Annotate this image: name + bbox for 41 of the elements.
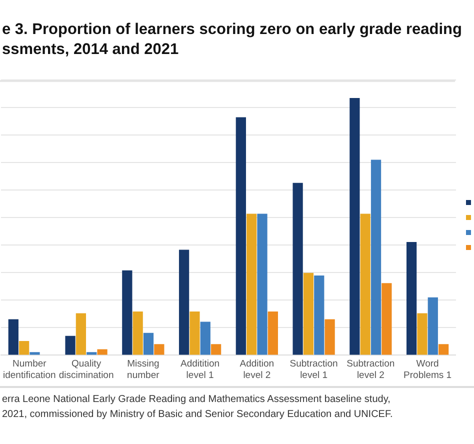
bar	[438, 344, 449, 355]
bar	[303, 272, 314, 355]
bar	[350, 98, 360, 355]
bar	[97, 349, 108, 355]
bar	[406, 242, 417, 355]
bar	[257, 214, 268, 355]
bar	[417, 313, 428, 355]
bar	[268, 311, 278, 355]
bar	[236, 117, 246, 355]
x-tick-label: Word Problems 1	[404, 358, 452, 381]
bar	[428, 297, 438, 355]
bar	[314, 275, 324, 355]
bar	[8, 319, 18, 355]
x-tick-label: Missing number	[127, 358, 160, 381]
bar	[178, 250, 190, 355]
bar	[382, 283, 392, 355]
bar	[76, 313, 86, 355]
bar	[86, 352, 97, 355]
bar	[143, 332, 154, 355]
bar	[190, 311, 200, 355]
bar	[370, 160, 382, 355]
bar	[360, 214, 370, 355]
bar	[19, 341, 30, 355]
x-tick-label: Subtraction level 2	[346, 358, 395, 381]
bar	[246, 214, 257, 355]
x-tick-label: Number identification	[3, 358, 56, 381]
bar	[132, 311, 143, 355]
bar	[324, 319, 335, 355]
x-tick-label: Addition level 2	[240, 358, 274, 381]
bar	[200, 322, 210, 355]
x-tick-label: Quality discimination	[58, 358, 114, 381]
bar	[210, 344, 222, 355]
bar	[154, 344, 164, 355]
bar	[292, 182, 303, 355]
bar	[30, 352, 40, 355]
x-tick-label: Additition level 1	[180, 358, 220, 381]
text: erra Leone National Early Grade Reading and Mathematics Assessment baseline study, 2021, commissioned by Ministry of Basic and Senior Secondary Education and UNICEF.	[2, 393, 393, 422]
bar	[122, 270, 132, 355]
chart-title: e 3. Proportion of learners scoring zero on early grade reading ssments, 2014 and 2021	[2, 20, 462, 60]
bar	[65, 336, 76, 355]
x-tick-label: Subtraction level 1	[290, 358, 338, 381]
